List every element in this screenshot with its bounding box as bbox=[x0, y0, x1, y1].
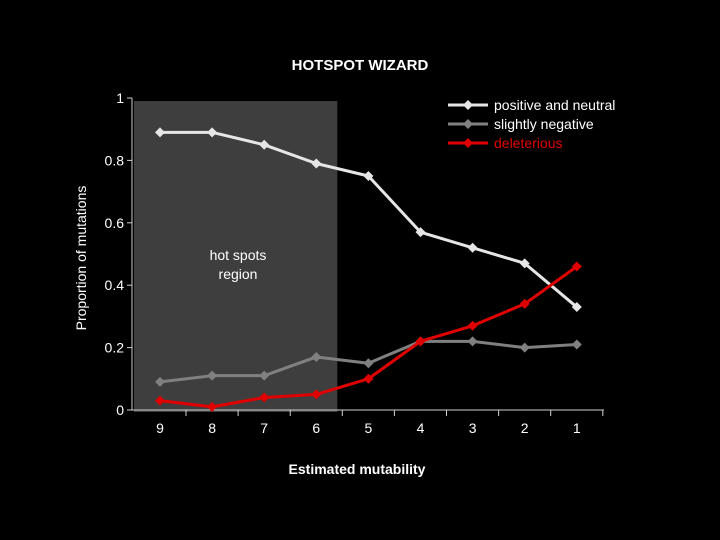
data-point-deleterious bbox=[467, 320, 478, 331]
data-point-positive-and-neutral bbox=[207, 127, 218, 138]
data-point-slightly-negative bbox=[155, 376, 165, 387]
x-tick-label: 2 bbox=[521, 420, 529, 436]
data-point-positive-and-neutral bbox=[571, 302, 582, 313]
y-tick-label: 0.8 bbox=[105, 152, 125, 168]
data-point-positive-and-neutral bbox=[415, 227, 426, 238]
x-tick-label: 3 bbox=[469, 420, 477, 436]
legend-marker-positive-and-neutral bbox=[463, 100, 473, 110]
data-point-deleterious bbox=[259, 392, 270, 403]
data-point-positive-and-neutral bbox=[467, 242, 478, 253]
data-point-positive-and-neutral bbox=[311, 158, 322, 169]
data-point-deleterious bbox=[207, 401, 218, 412]
data-point-slightly-negative bbox=[311, 351, 322, 362]
x-tick-label: 4 bbox=[417, 420, 425, 436]
data-point-deleterious bbox=[311, 389, 322, 400]
data-point-slightly-negative bbox=[363, 358, 374, 369]
data-point-slightly-negative bbox=[259, 370, 270, 381]
x-tick-label: 6 bbox=[312, 420, 320, 436]
x-axis-title: Estimated mutability bbox=[289, 461, 426, 477]
legend-label-positive-and-neutral: positive and neutral bbox=[494, 97, 615, 113]
data-point-deleterious bbox=[155, 395, 165, 406]
data-point-positive-and-neutral bbox=[519, 258, 530, 269]
x-tick-label: 5 bbox=[365, 420, 373, 436]
data-point-positive-and-neutral bbox=[155, 127, 165, 138]
y-tick-label: 0.4 bbox=[105, 277, 125, 293]
data-point-deleterious bbox=[363, 373, 374, 384]
data-point-deleterious bbox=[519, 298, 530, 309]
data-point-deleterious bbox=[415, 336, 426, 347]
x-tick-label: 8 bbox=[208, 420, 216, 436]
y-tick-label: 1 bbox=[116, 90, 124, 106]
data-point-positive-and-neutral bbox=[363, 171, 374, 181]
data-point-slightly-negative bbox=[519, 342, 530, 353]
data-point-slightly-negative bbox=[571, 339, 582, 350]
y-tick-label: 0.2 bbox=[105, 340, 125, 356]
data-point-deleterious bbox=[571, 261, 582, 272]
y-tick-label: 0.6 bbox=[105, 215, 125, 231]
chart-title: HOTSPOT WIZARD bbox=[292, 57, 429, 74]
x-tick-label: 7 bbox=[260, 420, 268, 436]
legend-label-deleterious: deleterious bbox=[494, 135, 563, 151]
legend-label-slightly-negative: slightly negative bbox=[494, 116, 594, 132]
y-axis-title: Proportion of mutations bbox=[73, 186, 89, 331]
x-tick-label: 1 bbox=[573, 420, 581, 436]
annotation-hotspots-line2: region bbox=[219, 266, 258, 282]
y-tick-label: 0 bbox=[116, 402, 124, 418]
x-tick-label: 9 bbox=[156, 420, 164, 436]
legend-marker-deleterious bbox=[463, 138, 473, 148]
data-point-slightly-negative bbox=[207, 370, 218, 381]
data-point-slightly-negative bbox=[467, 336, 478, 347]
legend-marker-slightly-negative bbox=[463, 119, 473, 129]
data-point-positive-and-neutral bbox=[259, 139, 270, 150]
annotation-hotspots-line1: hot spots bbox=[210, 247, 267, 263]
